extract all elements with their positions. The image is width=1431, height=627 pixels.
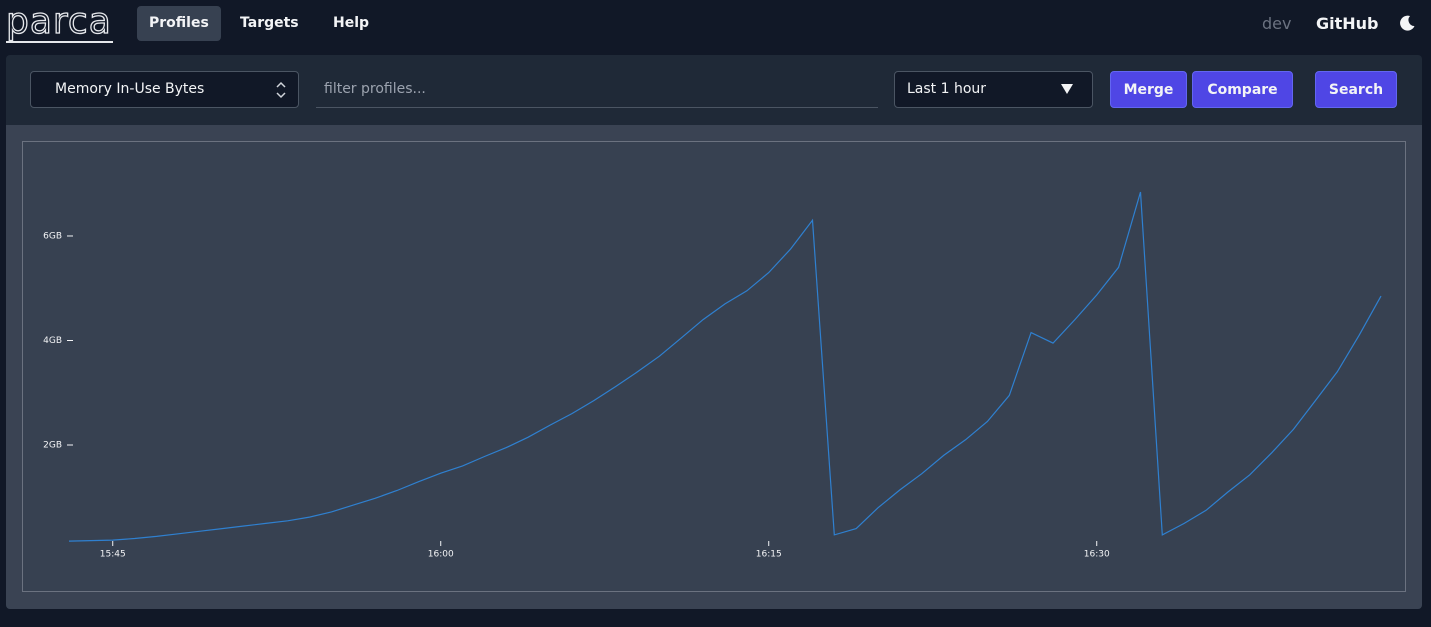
logo-underline (6, 41, 113, 43)
select-chevrons (276, 81, 286, 99)
theme-toggle[interactable] (1398, 14, 1416, 32)
nav-link[interactable]: Targets (240, 15, 299, 31)
memory-line (68, 191, 1382, 542)
graph-frame (22, 141, 1406, 592)
logo[interactable]: parca (5, 1, 112, 42)
metrics-graph: 2GB 4GB 6GB 15:45 16:00 16:15 16:30 (22, 141, 1406, 592)
x-tick-label: 16:15 (756, 550, 782, 560)
profile-type-select[interactable]: Memory In-Use Bytes (30, 71, 299, 108)
nav-link[interactable]: Profiles (137, 6, 221, 41)
x-tick-label: 16:00 (428, 550, 454, 560)
dropdown-arrow (1061, 84, 1073, 94)
y-tick-label: 4GB (43, 336, 62, 346)
time-range-select[interactable]: Last 1 hour (894, 71, 1093, 108)
filter-input[interactable]: filter profiles... (316, 71, 878, 108)
y-tick-label: 6GB (43, 231, 62, 241)
merge-button[interactable]: Merge (1110, 71, 1187, 108)
y-tick-label: 2GB (43, 440, 62, 450)
github-link[interactable]: GitHub (1316, 14, 1379, 33)
x-tick-label: 15:45 (100, 550, 126, 560)
search-button[interactable]: Search (1315, 71, 1397, 108)
x-tick-label: 16:30 (1084, 550, 1110, 560)
nav-link[interactable]: Help (333, 15, 370, 31)
compare-button[interactable]: Compare (1192, 71, 1293, 108)
version: dev (1262, 14, 1292, 33)
